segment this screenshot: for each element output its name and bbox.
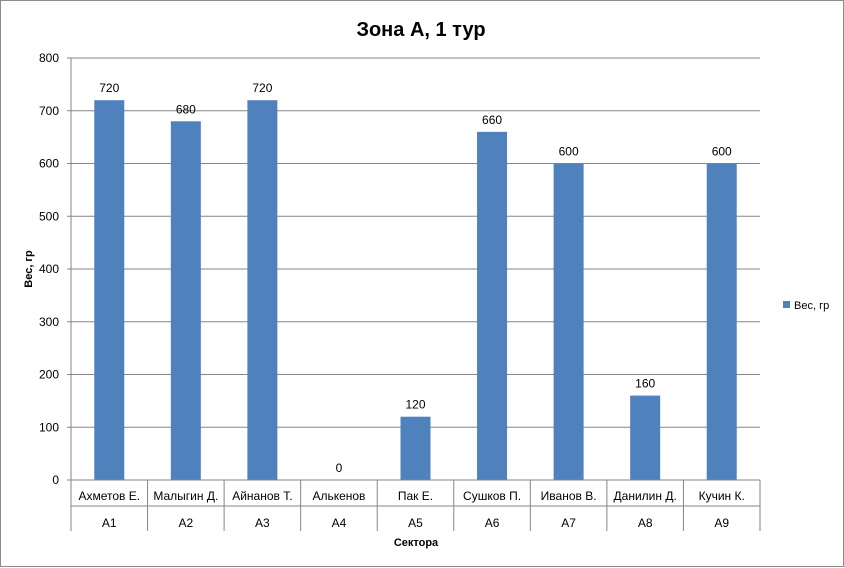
- data-label: 160: [635, 377, 655, 391]
- y-axis-title: Вес, гр: [23, 250, 35, 288]
- x-category-label: Иванов В.: [541, 489, 597, 503]
- x-sector-label: А9: [714, 516, 729, 530]
- x-category-label: Айнанов Т.: [232, 489, 292, 503]
- y-axis: 0 100 200 300 400 500 600 700 800: [39, 51, 72, 487]
- bars: 720 680 720 0 120 660 600 160 600: [94, 81, 737, 481]
- x-category-label: Данилин Д.: [614, 489, 677, 503]
- x-sector-label: А7: [561, 516, 576, 530]
- y-tick-label: 400: [39, 262, 59, 276]
- legend-swatch: [783, 301, 790, 308]
- data-label: 600: [559, 145, 579, 159]
- x-category-label: Сушков П.: [463, 489, 521, 503]
- data-label: 0: [336, 461, 343, 475]
- x-sector-label: А3: [255, 516, 270, 530]
- data-label: 720: [99, 81, 119, 95]
- x-category-label: Кучин К.: [699, 489, 745, 503]
- x-sector-label: А5: [408, 516, 423, 530]
- bar: [630, 395, 661, 480]
- y-tick-label: 800: [39, 51, 59, 65]
- x-sector-label: А2: [178, 516, 193, 530]
- y-tick-label: 0: [52, 473, 59, 487]
- data-label: 120: [405, 398, 425, 412]
- legend: Вес, гр: [783, 300, 829, 312]
- y-tick-label: 700: [39, 104, 59, 118]
- y-tick-label: 500: [39, 209, 59, 223]
- y-tick-label: 600: [39, 157, 59, 171]
- data-label: 680: [176, 102, 196, 116]
- data-label: 720: [252, 81, 272, 95]
- chart-title: Зона А, 1 тур: [356, 19, 485, 41]
- x-category-label: Пак Е.: [398, 489, 433, 503]
- y-tick-label: 300: [39, 315, 59, 329]
- bar: [247, 100, 278, 480]
- bar: [170, 121, 201, 481]
- x-sector-label: А1: [102, 516, 117, 530]
- y-tick-label: 100: [39, 420, 59, 434]
- bar: [400, 416, 431, 480]
- x-sector-label: А6: [485, 516, 500, 530]
- x-sector-label: А4: [332, 516, 347, 530]
- bar: [706, 163, 737, 480]
- x-category-label: Алькенов: [312, 489, 365, 503]
- data-label: 600: [712, 145, 732, 159]
- bar: [553, 163, 584, 480]
- y-tick-label: 200: [39, 368, 59, 382]
- x-axis-title: Сектора: [394, 537, 439, 549]
- x-category-label: Малыгин Д.: [153, 489, 218, 503]
- x-sector-label: А8: [638, 516, 653, 530]
- bar: [94, 100, 125, 480]
- data-label: 660: [482, 113, 502, 127]
- x-category-label: Ахметов Е.: [78, 489, 140, 503]
- x-axis: Ахметов Е. А1 Малыгин Д. А2 Айнанов Т. А3 Альк…: [70, 479, 761, 531]
- bar: [477, 131, 508, 480]
- legend-label: Вес, гр: [794, 300, 829, 312]
